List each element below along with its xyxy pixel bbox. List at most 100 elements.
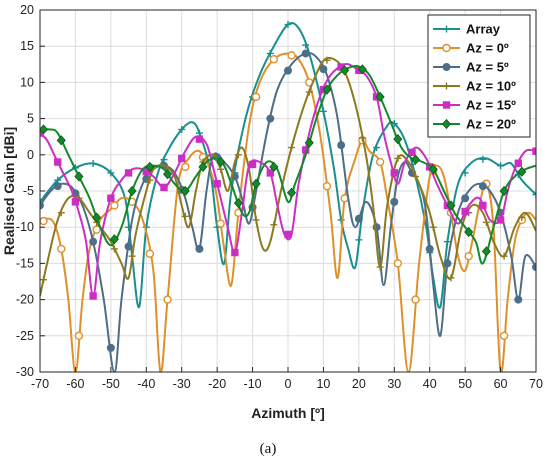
series-marker — [443, 259, 452, 268]
series-marker — [375, 91, 385, 102]
legend-item: Az = 10º — [433, 79, 516, 94]
legend-box — [427, 14, 531, 138]
series-marker — [142, 167, 150, 176]
series-marker — [284, 230, 292, 239]
x-tick-label: 30 — [387, 377, 401, 391]
legend-marker — [441, 118, 452, 130]
series-marker — [40, 201, 44, 210]
series-marker — [128, 252, 136, 260]
legend-label: Az = 0º — [466, 41, 509, 56]
series-marker — [40, 276, 48, 284]
x-tick-label: -50 — [102, 377, 120, 391]
series-marker — [40, 216, 48, 226]
series-marker — [411, 154, 421, 165]
series-marker — [216, 156, 226, 168]
series-marker — [428, 164, 438, 175]
series-marker — [213, 180, 221, 188]
series-marker — [110, 245, 118, 253]
series-marker — [178, 154, 186, 163]
ticks: -70 -60 -50 -40 -30 -20 -10 0 10 20 30 40 50 60 70-30-… — [16, 3, 543, 391]
series-marker — [532, 263, 536, 272]
series-line — [40, 22, 536, 309]
series-marker — [160, 183, 168, 192]
series-marker — [481, 246, 491, 257]
series-marker — [287, 187, 297, 198]
series-marker — [89, 292, 97, 300]
series-marker — [322, 84, 332, 95]
series-marker — [479, 201, 487, 210]
y-axis-label: Realised Gain [dBi] — [1, 127, 17, 255]
series-marker — [178, 125, 186, 133]
series-marker — [180, 185, 190, 197]
series-marker — [322, 181, 332, 191]
series-marker — [53, 182, 62, 191]
series-marker — [266, 169, 274, 177]
legend-label: Az = 15º — [466, 98, 516, 113]
x-tick-label: 0 — [285, 377, 292, 391]
series-marker — [74, 331, 84, 340]
series-marker — [269, 55, 279, 64]
series-marker — [266, 49, 274, 57]
series-marker — [499, 185, 509, 197]
series-marker — [107, 194, 115, 202]
series-marker — [412, 173, 420, 181]
y-tick-label: -20 — [16, 293, 34, 307]
series-marker — [92, 212, 102, 223]
y-tick-label: 5 — [27, 112, 34, 126]
x-tick-label: 10 — [316, 377, 330, 391]
series-marker — [57, 244, 66, 254]
series-marker — [319, 65, 328, 74]
series-marker — [443, 238, 451, 246]
series-marker — [56, 135, 66, 146]
series-marker — [408, 148, 416, 157]
y-tick-label: -10 — [16, 220, 34, 234]
series-az-20 — [40, 64, 536, 265]
legend-marker — [443, 25, 450, 33]
series-marker — [355, 236, 363, 244]
series-marker — [251, 92, 261, 102]
series-marker — [390, 169, 398, 177]
series-marker — [393, 134, 403, 145]
y-tick-label: 15 — [20, 39, 34, 53]
legend-marker — [443, 82, 450, 90]
series-marker — [146, 176, 154, 184]
series-layer — [40, 20, 536, 372]
y-tick-label: 10 — [20, 75, 34, 89]
series-marker — [92, 225, 101, 234]
series-marker — [479, 155, 487, 163]
series-marker — [252, 216, 260, 224]
series-marker — [301, 49, 310, 58]
series-marker — [518, 214, 526, 222]
series-marker — [57, 209, 65, 217]
series-marker — [145, 161, 155, 172]
series-marker — [461, 194, 470, 203]
x-tick-label: 20 — [352, 377, 366, 391]
y-tick-label: -30 — [16, 365, 34, 379]
series-marker — [270, 221, 278, 229]
legend-label: Az = 20º — [466, 117, 516, 132]
x-tick-label: -10 — [244, 377, 262, 391]
series-marker — [110, 201, 119, 210]
series-marker — [248, 160, 257, 169]
series-marker — [482, 218, 490, 226]
series-az-5 — [40, 49, 536, 372]
series-marker — [106, 343, 115, 352]
series-marker — [71, 198, 80, 206]
x-tick-label: -70 — [31, 377, 49, 391]
series-line — [40, 64, 536, 265]
series-marker — [446, 200, 456, 211]
series-marker — [109, 234, 119, 245]
series-marker — [163, 295, 172, 304]
x-tick-label: -40 — [137, 377, 155, 391]
series-marker — [478, 182, 487, 191]
series-marker — [145, 249, 155, 258]
series-marker — [376, 263, 384, 271]
legend-item: Az = 0º — [433, 41, 509, 56]
x-tick-label: 40 — [423, 377, 437, 391]
series-marker — [181, 162, 190, 172]
series-marker — [532, 191, 536, 199]
series-marker — [216, 219, 225, 228]
series-marker — [198, 161, 208, 172]
series-marker — [357, 64, 367, 75]
series-marker — [89, 159, 97, 167]
